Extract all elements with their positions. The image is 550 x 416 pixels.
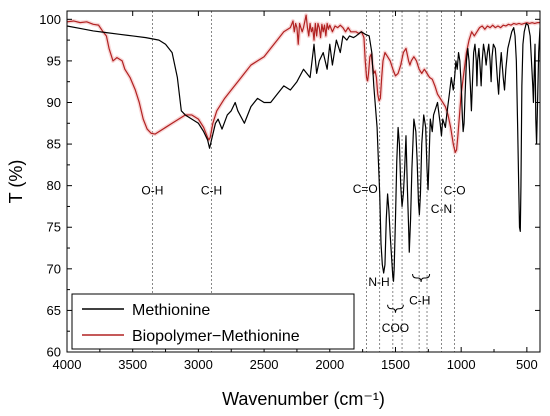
x-tick-label: 2000 xyxy=(315,357,344,372)
y-tick-label: 90 xyxy=(47,95,61,110)
y-tick-label: 65 xyxy=(47,303,61,318)
x-tick-label: 2500 xyxy=(250,357,279,372)
brace xyxy=(387,304,404,313)
x-tick-label: 4000 xyxy=(53,357,82,372)
x-tick-label: 500 xyxy=(516,357,538,372)
series-line-biopolymer-methionine xyxy=(67,14,540,153)
legend: Methionine Biopolymer−Methionine xyxy=(71,293,355,350)
series-line-methionine xyxy=(67,22,540,282)
y-tick-label: 85 xyxy=(47,137,61,152)
legend-label-biopolymer-methionine: Biopolymer−Methionine xyxy=(132,328,300,345)
peak-label: C-O xyxy=(444,184,466,198)
x-axis-title: Wavenumber (cm⁻¹) xyxy=(222,389,385,409)
plot-frame xyxy=(66,10,541,353)
peak-label: C=O xyxy=(353,182,378,196)
series-lines xyxy=(67,13,540,282)
x-tick-label: 1500 xyxy=(381,357,410,372)
peak-label: C-N xyxy=(431,202,452,216)
y-axis-title: T (%) xyxy=(6,160,26,204)
peak-label: C-H xyxy=(201,184,222,198)
x-tick-label: 1000 xyxy=(447,357,476,372)
peak-label: N-H xyxy=(368,275,389,289)
y-tick-label: 100 xyxy=(39,12,61,27)
legend-label-methionine: Methionine xyxy=(132,302,210,319)
peak-label: O-H xyxy=(141,184,163,198)
x-tick-label: 3500 xyxy=(118,357,147,372)
y-tick-label: 80 xyxy=(47,178,61,193)
y-tick-label: 70 xyxy=(47,261,61,276)
brace xyxy=(412,273,431,282)
axis-ticks: 4000 3500 3000 2500 2000 1500 1000 500 60 65 70 75 8… xyxy=(39,11,540,372)
x-tick-label: 3000 xyxy=(184,357,213,372)
series-halo xyxy=(67,13,540,155)
y-tick-label: 95 xyxy=(47,53,61,68)
y-tick-label: 60 xyxy=(47,345,61,360)
peak-label: COO xyxy=(382,321,409,335)
y-tick-label: 75 xyxy=(47,220,61,235)
peak-label: C-H xyxy=(409,293,430,307)
legend-box xyxy=(71,293,355,350)
